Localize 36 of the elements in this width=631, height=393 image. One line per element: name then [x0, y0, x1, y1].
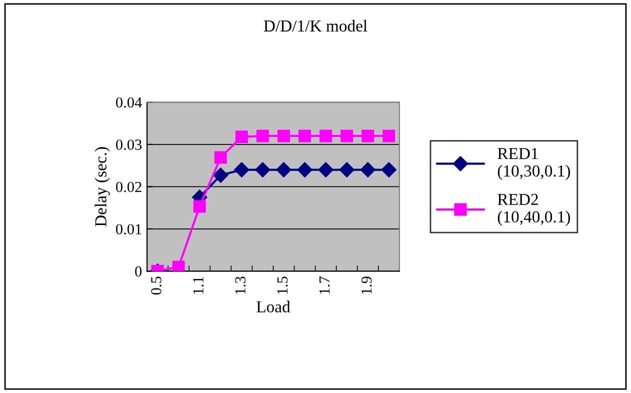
- y-tick-label: 0: [135, 266, 142, 277]
- point: [277, 130, 290, 142]
- chart-title: D/D/1/K model: [264, 20, 368, 32]
- point: [214, 151, 227, 164]
- y-tick-label: 0.01: [116, 224, 142, 234]
- x-tick-label: 1.3: [235, 276, 246, 294]
- point: [298, 130, 312, 142]
- point: [382, 130, 396, 142]
- legend-label: RED2 (10,40,0.1): [498, 194, 570, 226]
- point: [340, 130, 354, 142]
- x-tick-label: 0.5: [151, 276, 162, 295]
- point: [213, 168, 228, 183]
- legend-label: RED1 (10,30,0.1): [498, 148, 570, 180]
- point: [256, 130, 269, 142]
- x-tick-label: 1.5: [277, 276, 288, 294]
- x-tick-label: 1.7: [319, 276, 330, 294]
- point: [297, 162, 312, 178]
- point: [381, 162, 396, 178]
- x-axis-title: Load: [256, 300, 290, 312]
- point: [193, 200, 206, 213]
- point: [234, 162, 250, 178]
- point: [320, 130, 332, 142]
- x-tick-label: 1.9: [361, 276, 372, 294]
- point: [172, 260, 185, 272]
- y-axis-title: Delay (sec.): [94, 147, 110, 226]
- point: [276, 162, 292, 178]
- point: [360, 162, 376, 178]
- y-tick-label: 0.02: [116, 182, 142, 192]
- point: [339, 162, 354, 178]
- point: [362, 130, 374, 142]
- y-tick-label: 0.04: [116, 97, 142, 108]
- y-tick-label: 0.03: [116, 140, 142, 150]
- x-tick-label: 1.1: [193, 276, 204, 294]
- point: [235, 130, 248, 144]
- point: [318, 162, 334, 178]
- point: [255, 162, 270, 178]
